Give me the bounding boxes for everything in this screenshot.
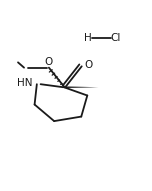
Text: O: O xyxy=(44,57,52,67)
Text: Cl: Cl xyxy=(110,33,120,43)
Polygon shape xyxy=(64,86,99,88)
Text: H: H xyxy=(84,33,92,43)
Text: HN: HN xyxy=(17,79,32,88)
Text: O: O xyxy=(84,60,92,70)
